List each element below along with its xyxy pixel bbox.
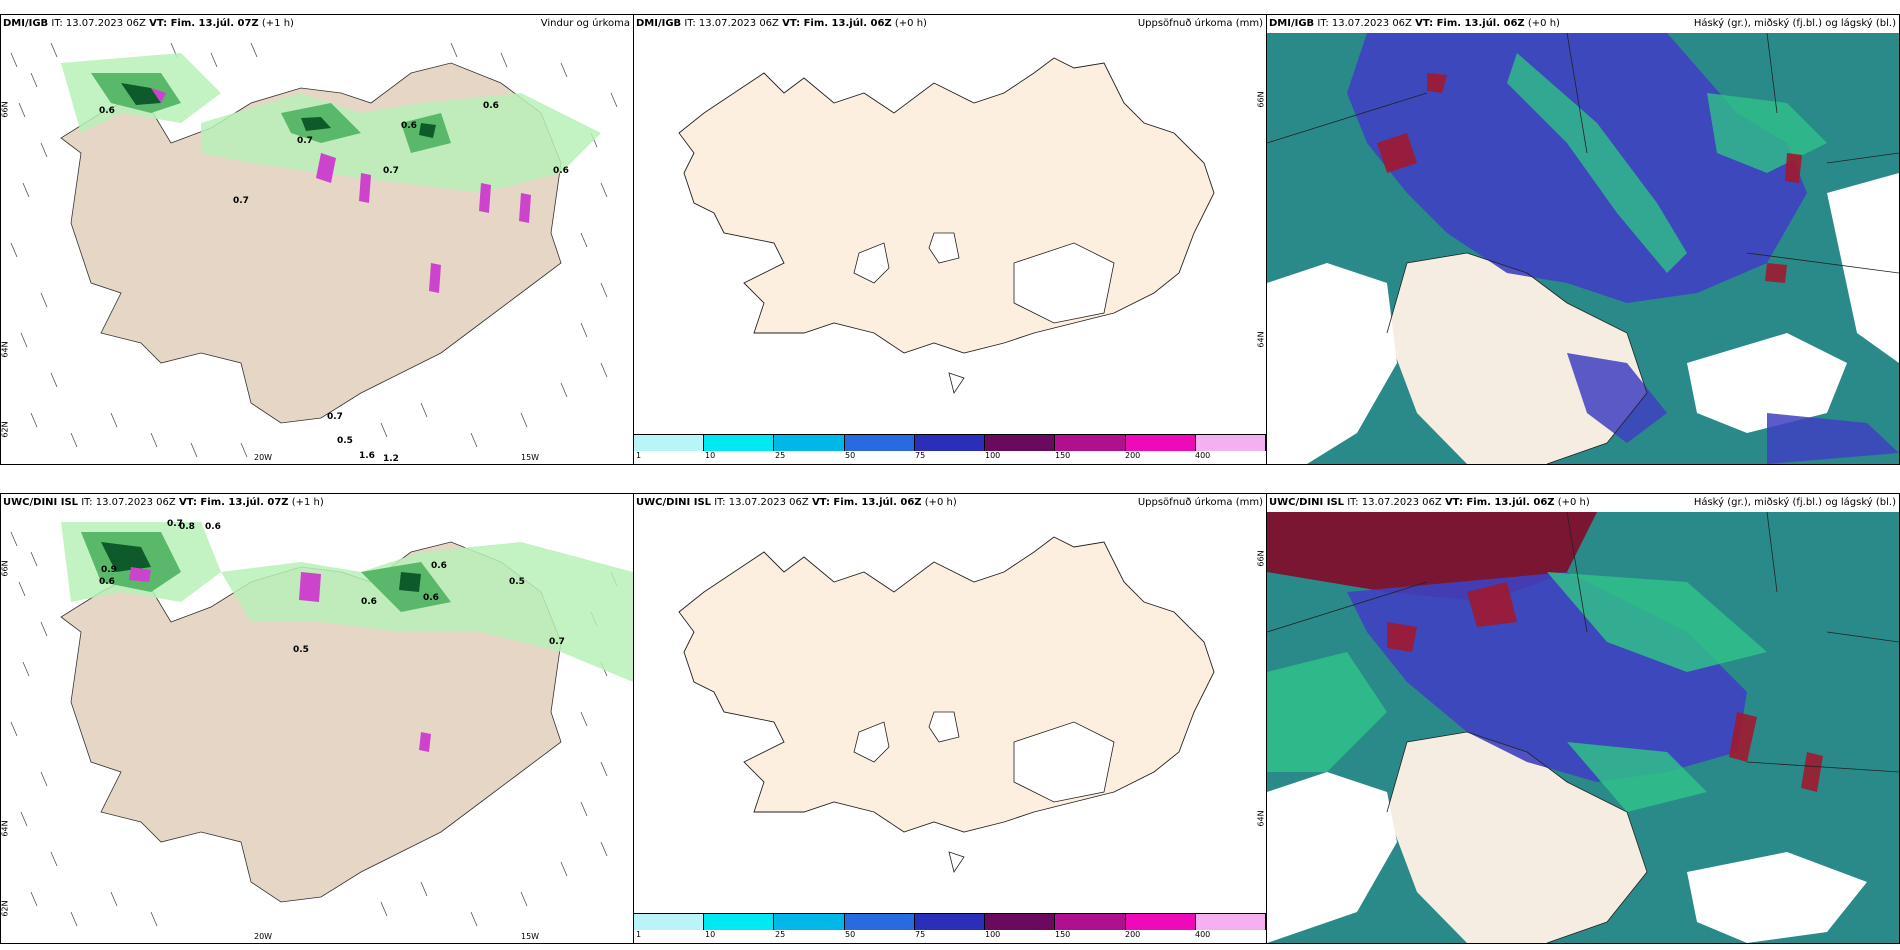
colorbar-label: 75 — [915, 930, 926, 939]
colorbar-cell — [1055, 914, 1126, 930]
accum-precip-panel-uwc: UWC/DINI ISL IT: 13.07.2023 06Z VT: Fim.… — [633, 493, 1267, 944]
lat-label: 64N — [1256, 331, 1266, 348]
cloud-map — [1267, 33, 1899, 464]
panel-header: UWC/DINI ISL IT: 13.07.2023 06Z VT: Fim.… — [3, 497, 324, 508]
precip-label: 0.6 — [361, 597, 377, 607]
panel-header: DMI/IGB IT: 13.07.2023 06Z VT: Fim. 13.j… — [1269, 18, 1896, 29]
precip-label: 0.7 — [167, 519, 183, 529]
colorbar-label: 25 — [775, 930, 786, 939]
lon-label: 20W — [254, 453, 273, 462]
colorbar-cell — [704, 435, 775, 451]
precip-label: 0.6 — [423, 593, 439, 603]
lat-label: 64N — [0, 820, 10, 837]
panel-header: DMI/IGB IT: 13.07.2023 06Z VT: Fim. 13.j… — [636, 18, 1263, 29]
colorbar-cell — [1055, 435, 1126, 451]
colorbar-label: 200 — [1125, 930, 1141, 939]
precip-label: 1.6 — [359, 451, 375, 461]
colorbar-cell — [1195, 914, 1266, 930]
cloud-map — [1267, 512, 1899, 943]
colorbar-label: 25 — [775, 451, 786, 460]
accum-precip-map — [634, 33, 1266, 434]
colorbar-label: 10 — [705, 930, 716, 939]
colorbar-cell — [914, 435, 986, 451]
precip-label: 1.2 — [383, 454, 399, 464]
colorbar-label: 150 — [1055, 451, 1071, 460]
colorbar-cell — [1125, 435, 1196, 451]
colorbar-cell — [1125, 914, 1196, 930]
colorbar-label: 75 — [915, 451, 926, 460]
wind-precip-map: 0.7 0.8 0.6 0.9 0.6 0.6 0.5 0.6 0.5 0.6 … — [1, 512, 633, 943]
colorbar-cell — [774, 435, 845, 451]
precip-label: 0.8 — [179, 522, 195, 532]
wind-precip-panel-uwc: UWC/DINI ISL IT: 13.07.2023 06Z VT: Fim.… — [0, 493, 634, 944]
colorbar-cell — [774, 914, 845, 930]
precip-areas — [61, 53, 601, 293]
lat-label: 66N — [0, 560, 10, 577]
precip-label: 0.7 — [233, 196, 249, 206]
precip-label: 0.7 — [549, 637, 565, 647]
colorbar-label: 1 — [636, 451, 642, 460]
wind-precip-panel-dmi: DMI/IGB IT: 13.07.2023 06Z VT: Fim. 13.j… — [0, 14, 634, 465]
precip-colorbar: 1 10 25 50 75 100 150 200 400 — [634, 434, 1266, 464]
colorbar-cell — [844, 435, 915, 451]
colorbar-label: 50 — [845, 451, 856, 460]
precip-label: 0.6 — [553, 166, 569, 176]
lat-label: 64N — [1256, 810, 1266, 827]
cloud-panel-dmi: DMI/IGB IT: 13.07.2023 06Z VT: Fim. 13.j… — [1266, 14, 1900, 465]
precip-label: 0.5 — [509, 577, 525, 587]
precip-label: 0.6 — [99, 577, 115, 587]
colorbar-cell — [985, 435, 1056, 451]
lon-label: 15W — [521, 932, 540, 941]
precip-label: 0.5 — [337, 436, 353, 446]
colorbar-label: 400 — [1195, 930, 1211, 939]
lat-label: 66N — [0, 101, 10, 118]
lat-label: 66N — [1256, 91, 1266, 108]
colorbar-cell — [634, 914, 705, 930]
precip-label: 0.6 — [99, 106, 115, 116]
lon-label: 15W — [521, 453, 540, 462]
panel-header: DMI/IGB IT: 13.07.2023 06Z VT: Fim. 13.j… — [3, 18, 630, 29]
wind-precip-map: 0.6 0.6 0.7 0.7 0.6 0.6 0.7 0.7 0.5 1.6 … — [1, 33, 633, 464]
lat-label: 64N — [0, 341, 10, 358]
precip-label: 0.5 — [293, 645, 309, 655]
precip-label: 0.9 — [101, 565, 117, 575]
precip-label: 0.6 — [431, 561, 447, 571]
colorbar-cell — [704, 914, 775, 930]
precip-label: 0.7 — [327, 412, 343, 422]
lat-label: 62N — [0, 421, 10, 438]
colorbar-label: 1 — [636, 930, 642, 939]
panel-header: UWC/DINI ISL IT: 13.07.2023 06Z VT: Fim.… — [636, 497, 1263, 508]
accum-precip-map — [634, 512, 1266, 913]
lat-label: 62N — [0, 900, 10, 917]
colorbar-cell — [634, 435, 705, 451]
colorbar-cell — [914, 914, 986, 930]
colorbar-cell — [844, 914, 915, 930]
cloud-panel-uwc: UWC/DINI ISL IT: 13.07.2023 06Z VT: Fim.… — [1266, 493, 1900, 944]
precip-label: 0.6 — [401, 121, 417, 131]
precip-label: 0.7 — [297, 136, 313, 146]
colorbar-label: 100 — [985, 930, 1001, 939]
colorbar-label: 200 — [1125, 451, 1141, 460]
colorbar-label: 100 — [985, 451, 1001, 460]
colorbar-label: 150 — [1055, 930, 1071, 939]
colorbar-cell — [985, 914, 1056, 930]
panel-header: UWC/DINI ISL IT: 13.07.2023 06Z VT: Fim.… — [1269, 497, 1896, 508]
colorbar-cell — [1195, 435, 1266, 451]
precip-label: 0.6 — [205, 522, 221, 532]
accum-precip-panel-dmi: DMI/IGB IT: 13.07.2023 06Z VT: Fim. 13.j… — [633, 14, 1267, 465]
colorbar-label: 50 — [845, 930, 856, 939]
lon-label: 20W — [254, 932, 273, 941]
precip-label: 0.7 — [383, 166, 399, 176]
precip-colorbar: 1 10 25 50 75 100 150 200 400 — [634, 913, 1266, 943]
colorbar-label: 10 — [705, 451, 716, 460]
colorbar-label: 400 — [1195, 451, 1211, 460]
lat-label: 66N — [1256, 550, 1266, 567]
precip-label: 0.6 — [483, 101, 499, 111]
